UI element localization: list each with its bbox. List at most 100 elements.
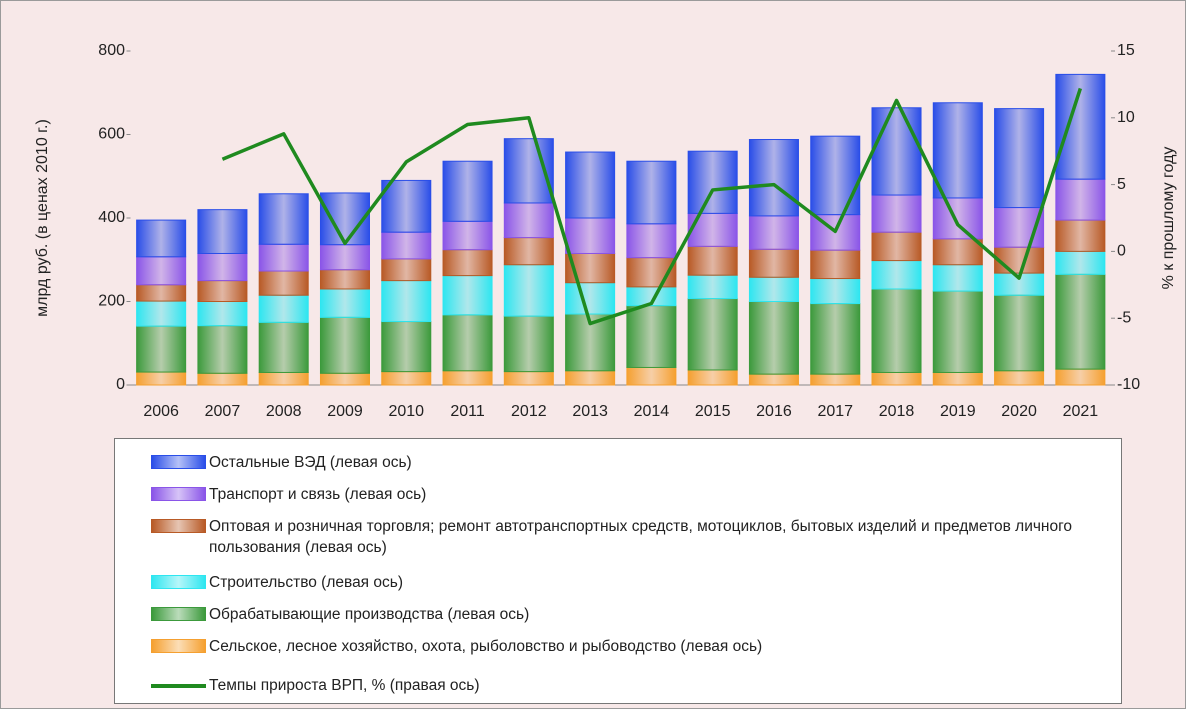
bar-segment [994,246,1045,274]
bar-segment [381,179,432,233]
bar-segment [748,215,799,250]
bar-segment [442,249,493,277]
bar-segment [626,366,677,386]
bar-segment [687,150,738,214]
bar-segment [871,371,922,386]
bar-segment [381,321,432,373]
bar-segment [1055,368,1106,386]
legend: Остальные ВЭД (левая ось) Транспорт и свя… [114,438,1122,704]
bar-segment [810,249,861,280]
bar-segment [503,371,554,386]
bar-segment [626,160,677,225]
x-tick-label: 2019 [940,403,976,420]
bar-segment [442,314,493,372]
bar-segment [503,315,554,373]
y-tick-label: 800 [98,42,125,59]
legend-label: Темпы прироста ВРП, % (правая ось) [209,677,480,694]
x-tick-label: 2014 [634,403,670,420]
bar-segment [1055,178,1106,221]
bar-segment [994,370,1045,386]
bar-segment [442,275,493,316]
bar-segment [565,217,616,254]
bar-segment [258,243,309,272]
bar-segment [197,252,248,282]
bar-segment [319,372,370,386]
bar-segment [994,108,1045,209]
bar-segment [1055,273,1106,370]
x-tick-label: 2013 [572,403,608,420]
x-tick-label: 2010 [388,403,424,420]
bar-segment [932,102,983,199]
legend-label: Остальные ВЭД (левая ось) [209,454,412,471]
x-tick-label: 2008 [266,403,302,420]
bar-segment [565,370,616,386]
bar-segment [258,270,309,296]
legend-entry: Остальные ВЭД (левая ось) [151,452,1114,473]
bar-segment [871,260,922,290]
legend-swatch [151,455,206,469]
legend-label: Транспорт и связь (левая ось) [209,486,427,503]
bar-segment [810,373,861,386]
bar-segment [932,264,983,292]
bar-segment [748,276,799,303]
y2-tick-label: 5 [1117,176,1126,193]
bar-segment [1055,219,1106,252]
bar-segment [258,294,309,323]
legend-entry: Строительство (левая ось) [151,572,1114,593]
bar-segment [258,321,309,373]
legend-entry: Обрабатывающие производства (левая ось) [151,604,1114,625]
x-tick-label: 2021 [1063,403,1099,420]
bar-segment [565,151,616,219]
y2-tick-label: 15 [1117,42,1135,59]
y-axis-label: млрд руб. (в ценах 2010 г.) [34,119,51,317]
bar-segment [442,160,493,222]
legend-entry: Темпы прироста ВРП, % (правая ось) [151,675,1114,696]
legend-swatch [151,607,206,621]
bar-segment [197,280,248,302]
bar-segment [1055,250,1106,275]
bar-segment [381,231,432,260]
bar-segment [626,305,677,368]
bar-segment [626,223,677,259]
line-series [221,87,1083,326]
y2-tick-label: 10 [1117,109,1135,126]
bar-segment [319,288,370,318]
legend-swatch [151,519,206,533]
bar-segment [932,197,983,240]
bar-segment [503,264,554,317]
bar-segment [871,231,922,262]
bar-segment [565,282,616,315]
x-tick-label: 2018 [879,403,915,420]
y2-tick-label: -10 [1117,376,1140,393]
bar-segment [319,316,370,374]
legend-label: Оптовая и розничная торговля; ремонт авт… [209,518,1073,556]
bar-segment [136,371,187,386]
bar-segment [381,280,432,323]
legend-swatch [151,487,206,501]
bar-segment [871,288,922,373]
chart: млрд руб. (в ценах 2010 г.) % к прошлому… [34,42,1177,420]
y2-tick-label: -5 [1117,309,1131,326]
x-tick-label: 2006 [143,403,179,420]
bar-segment [687,369,738,386]
bar-segment [319,269,370,290]
x-tick-label: 2016 [756,403,792,420]
x-tick-label: 2017 [817,403,853,420]
legend-swatch [151,639,206,653]
bar-segment [136,284,187,302]
legend-label: Сельское, лесное хозяйство, охота, рыбол… [209,638,763,655]
x-tick-label: 2009 [327,403,363,420]
x-tick-label: 2012 [511,403,547,420]
bar-segment [748,248,799,278]
bar-segment [994,294,1045,372]
bar-segment [810,303,861,375]
bar-segment [136,325,187,373]
legend-entry: Транспорт и связь (левая ось) [151,484,1114,505]
bar-segment [197,372,248,386]
legend-entry: Сельское, лесное хозяйство, охота, рыбол… [151,636,1114,657]
bar-segment [748,139,799,217]
bar-segment [810,135,861,216]
bar-segment [932,371,983,386]
bar-segment [136,219,187,258]
